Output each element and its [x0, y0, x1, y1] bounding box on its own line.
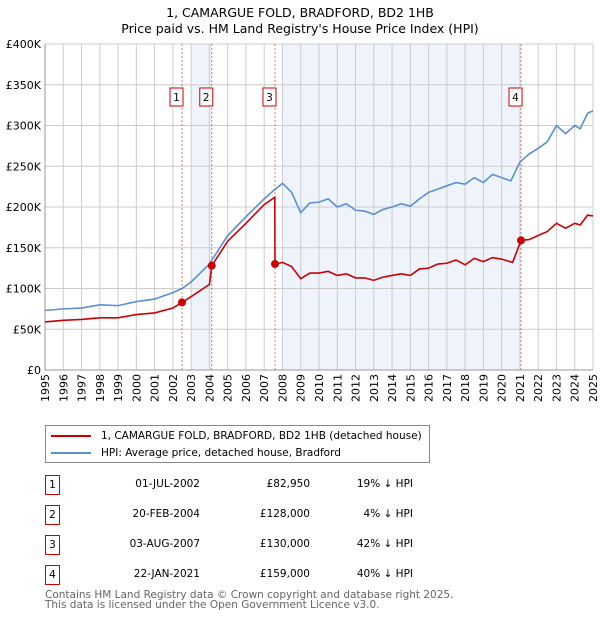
x-tick-label: 1996	[57, 374, 70, 402]
footer-line: Contains HM Land Registry data © Crown c…	[45, 589, 454, 601]
x-tick-label: 2018	[459, 374, 472, 402]
x-tick-label: 2022	[532, 374, 545, 402]
sale-row: 3 03-AUG-2007 £130,000 42% ↓ HPI	[45, 535, 445, 555]
sale-marker-box	[508, 87, 523, 107]
y-tick-label: £300K	[6, 120, 42, 133]
sale-row: 1 01-JUL-2002 £82,950 19% ↓ HPI	[45, 475, 445, 495]
y-tick-label: £150K	[6, 242, 42, 255]
sale-date: 01-JUL-2002	[135, 478, 200, 490]
y-tick-label: £350K	[6, 79, 42, 92]
x-tick-label: 2021	[514, 374, 527, 402]
sale-number-badge: 3	[45, 535, 60, 555]
y-tick-label: £50K	[13, 323, 42, 336]
sale-point	[517, 236, 526, 245]
legend-label: HPI: Average price, detached house, Brad…	[101, 447, 341, 459]
sale-date: 20-FEB-2004	[132, 508, 200, 520]
x-tick-label: 2025	[587, 374, 600, 402]
x-tick-label: 2011	[331, 374, 344, 402]
chart-subtitle: Price paid vs. HM Land Registry's House …	[121, 21, 479, 36]
sale-marker-label: 4	[512, 92, 519, 104]
y-tick-label: £250K	[6, 160, 42, 173]
x-tick-label: 1997	[76, 374, 89, 402]
x-tick-label: 1999	[112, 374, 125, 402]
x-tick-label: 2020	[496, 374, 509, 402]
sale-marker-box	[262, 87, 277, 107]
sale-hpi-diff: 40% ↓ HPI	[356, 568, 413, 580]
x-tick-label: 2019	[477, 374, 490, 402]
x-tick-label: 2005	[222, 374, 235, 402]
sale-date: 03-AUG-2007	[129, 538, 200, 550]
sale-number-badge: 2	[45, 505, 60, 525]
footer-line: This data is licensed under the Open Gov…	[45, 599, 380, 611]
x-tick-label: 2012	[350, 374, 363, 402]
sale-point	[207, 261, 216, 270]
x-tick-label: 2001	[149, 374, 162, 402]
x-tick-label: 2015	[404, 374, 417, 402]
x-tick-label: 1998	[94, 374, 107, 402]
sale-marker-box	[169, 87, 184, 107]
sale-date: 22-JAN-2021	[133, 568, 200, 580]
x-tick-label: 2023	[550, 374, 563, 402]
x-tick-label: 2002	[167, 374, 180, 402]
legend-item-property: 1, CAMARGUE FOLD, BRADFORD, BD2 1HB (det…	[51, 428, 422, 444]
legend-item-hpi: HPI: Average price, detached house, Brad…	[51, 445, 341, 461]
x-tick-label: 2004	[203, 374, 216, 402]
x-tick-label: 2013	[368, 374, 381, 402]
sale-price: £130,000	[259, 538, 310, 550]
x-tick-label: 2010	[313, 374, 326, 402]
x-tick-label: 1995	[39, 374, 52, 402]
chart-title: 1, CAMARGUE FOLD, BRADFORD, BD2 1HB	[166, 5, 434, 20]
hpi-line	[44, 110, 594, 312]
sale-point	[270, 260, 279, 269]
sale-point	[178, 298, 186, 307]
footer: Contains HM Land Registry data © Crown c…	[45, 589, 454, 611]
x-tick-label: 2009	[295, 374, 308, 402]
y-tick-label: £0	[27, 364, 41, 377]
legend-label: 1, CAMARGUE FOLD, BRADFORD, BD2 1HB (det…	[101, 430, 422, 442]
sale-hpi-diff: 4% ↓ HPI	[363, 508, 413, 520]
y-tick-label: £400K	[6, 38, 42, 51]
x-tick-label: 2017	[441, 374, 454, 402]
sale-row: 2 20-FEB-2004 £128,000 4% ↓ HPI	[45, 505, 445, 525]
sale-price: £82,950	[266, 478, 310, 490]
x-tick-label: 2006	[240, 374, 253, 402]
y-tick-label: £100K	[6, 283, 42, 296]
x-tick-label: 2008	[276, 374, 289, 402]
sale-marker-label: 3	[266, 92, 273, 104]
x-tick-label: 2003	[185, 374, 198, 402]
sale-marker-box	[199, 87, 214, 107]
x-tick-label: 2000	[130, 374, 143, 402]
sale-price: £159,000	[259, 568, 310, 580]
y-tick-label: £200K	[6, 201, 42, 214]
sale-number-badge: 1	[45, 475, 60, 495]
sale-price: £128,000	[259, 508, 310, 520]
sale-number-badge: 4	[45, 565, 60, 585]
sale-marker-label: 1	[173, 92, 180, 104]
legend: 1, CAMARGUE FOLD, BRADFORD, BD2 1HB (det…	[45, 425, 430, 463]
sale-hpi-diff: 42% ↓ HPI	[356, 538, 413, 550]
sale-marker-label: 2	[203, 92, 210, 104]
sale-hpi-diff: 19% ↓ HPI	[356, 478, 413, 490]
x-tick-label: 2007	[258, 374, 271, 402]
x-tick-label: 2024	[569, 374, 582, 402]
x-tick-label: 2016	[423, 374, 436, 402]
x-tick-label: 2014	[386, 374, 399, 402]
price-chart: 1995 1996 1997 1998 1999 2000 2001 2002 2003 2004…	[6, 38, 600, 402]
sale-row: 4 22-JAN-2021 £159,000 40% ↓ HPI	[45, 565, 445, 585]
